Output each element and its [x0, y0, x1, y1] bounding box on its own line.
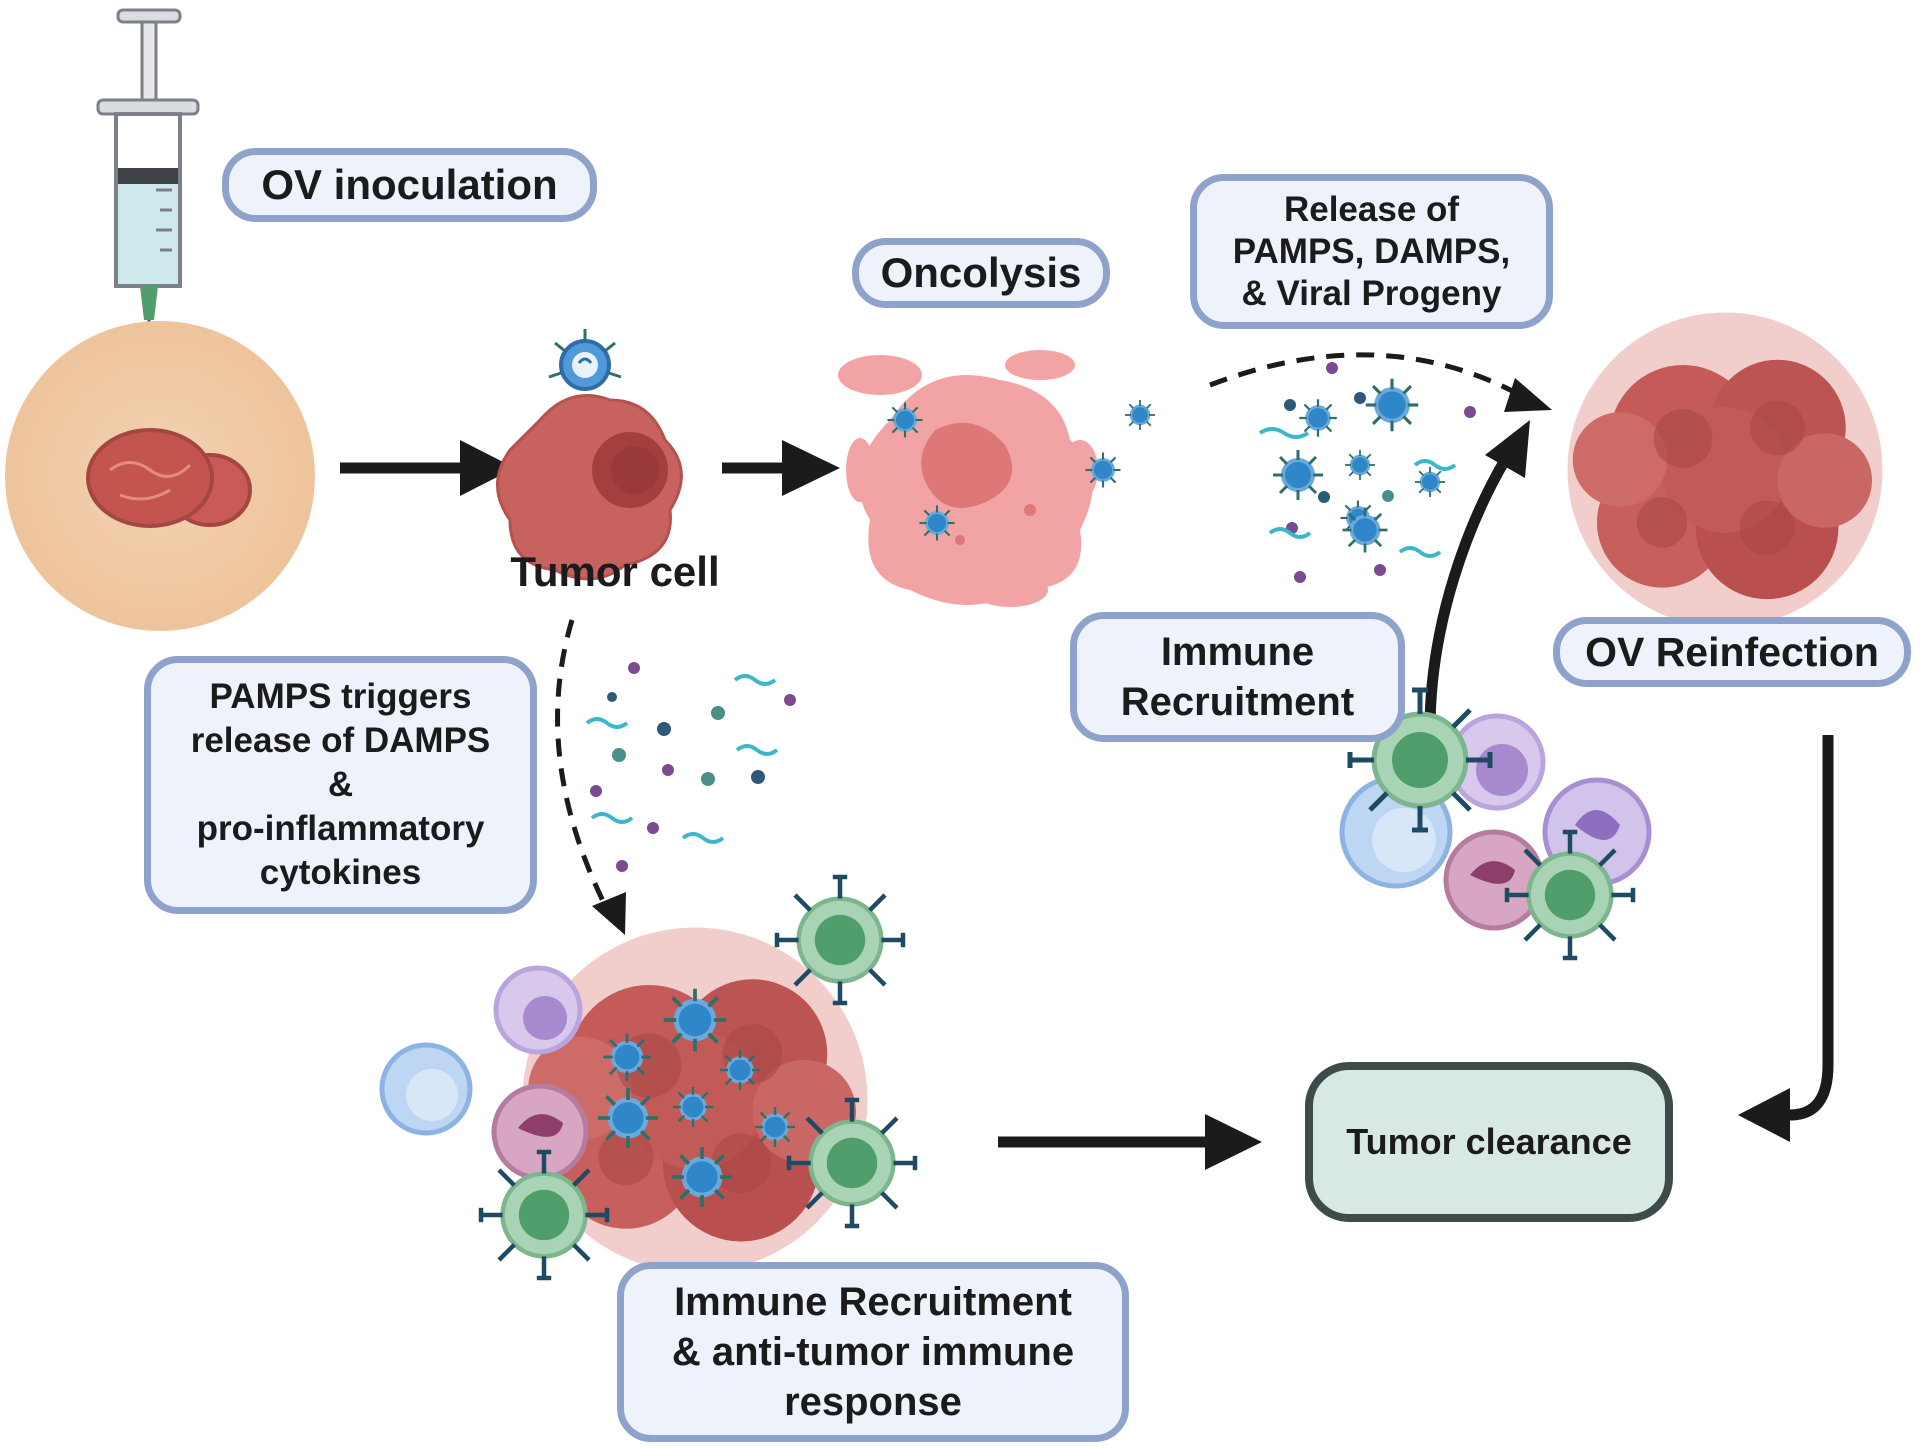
ov-reinfection-text: OV Reinfection: [1585, 628, 1879, 675]
immune-recruitment-top-text: Immune Recruitment: [1120, 630, 1355, 724]
released-particles-icon: [1258, 362, 1476, 583]
skin-tumor-icon: [5, 321, 315, 631]
pamps-triggers-label: PAMPS triggers release of DAMPS & pro-in…: [144, 656, 537, 914]
tumor-clearance-box: Tumor clearance: [1305, 1062, 1673, 1222]
tumor-cell-icon: [496, 329, 683, 581]
release-label: Release of PAMPS, DAMPS, & Viral Progeny: [1190, 174, 1553, 329]
ov-reinfection-label: OV Reinfection: [1553, 617, 1911, 687]
arrow-reinfection-to-clearance: [1738, 735, 1834, 1142]
syringe-icon: [96, 8, 200, 420]
reinfected-tumor-icon: [1567, 312, 1883, 628]
release-text: Release of PAMPS, DAMPS, & Viral Progeny: [1232, 189, 1511, 313]
immune-recruitment-bottom-label: Immune Recruitment & anti-tumor immune r…: [617, 1262, 1129, 1442]
immune-attack-tumor-icon: [379, 877, 915, 1278]
tumor-clearance-text: Tumor clearance: [1346, 1121, 1632, 1162]
arrow-skin-to-tumor: [340, 440, 515, 496]
immune-recruitment-bottom-text: Immune Recruitment & anti-tumor immune r…: [671, 1280, 1075, 1424]
oncolysis-text: Oncolysis: [880, 249, 1082, 296]
ov-inoculation-text: OV inoculation: [261, 161, 558, 208]
arrow-tumor-to-oncolysis: [722, 440, 840, 496]
arrow-immune-to-reinfection: [1424, 420, 1530, 731]
oncolysis-label: Oncolysis: [852, 238, 1110, 308]
cytokines-icon: [585, 662, 796, 872]
dashed-arrow-cytokines: [555, 619, 626, 935]
immune-recruitment-top-label: Immune Recruitment: [1070, 612, 1405, 742]
dashed-arrow-release: [1209, 352, 1552, 412]
oncolysis-icon: [838, 350, 1157, 607]
tumor-cell-label: Tumor cell: [510, 548, 720, 595]
immune-cells-top-icon: [1339, 690, 1652, 958]
arrow-immune-to-clearance: [998, 1114, 1262, 1170]
ov-inoculation-label: OV inoculation: [222, 148, 597, 222]
pamps-triggers-text: PAMPS triggers release of DAMPS & pro-in…: [190, 677, 491, 892]
